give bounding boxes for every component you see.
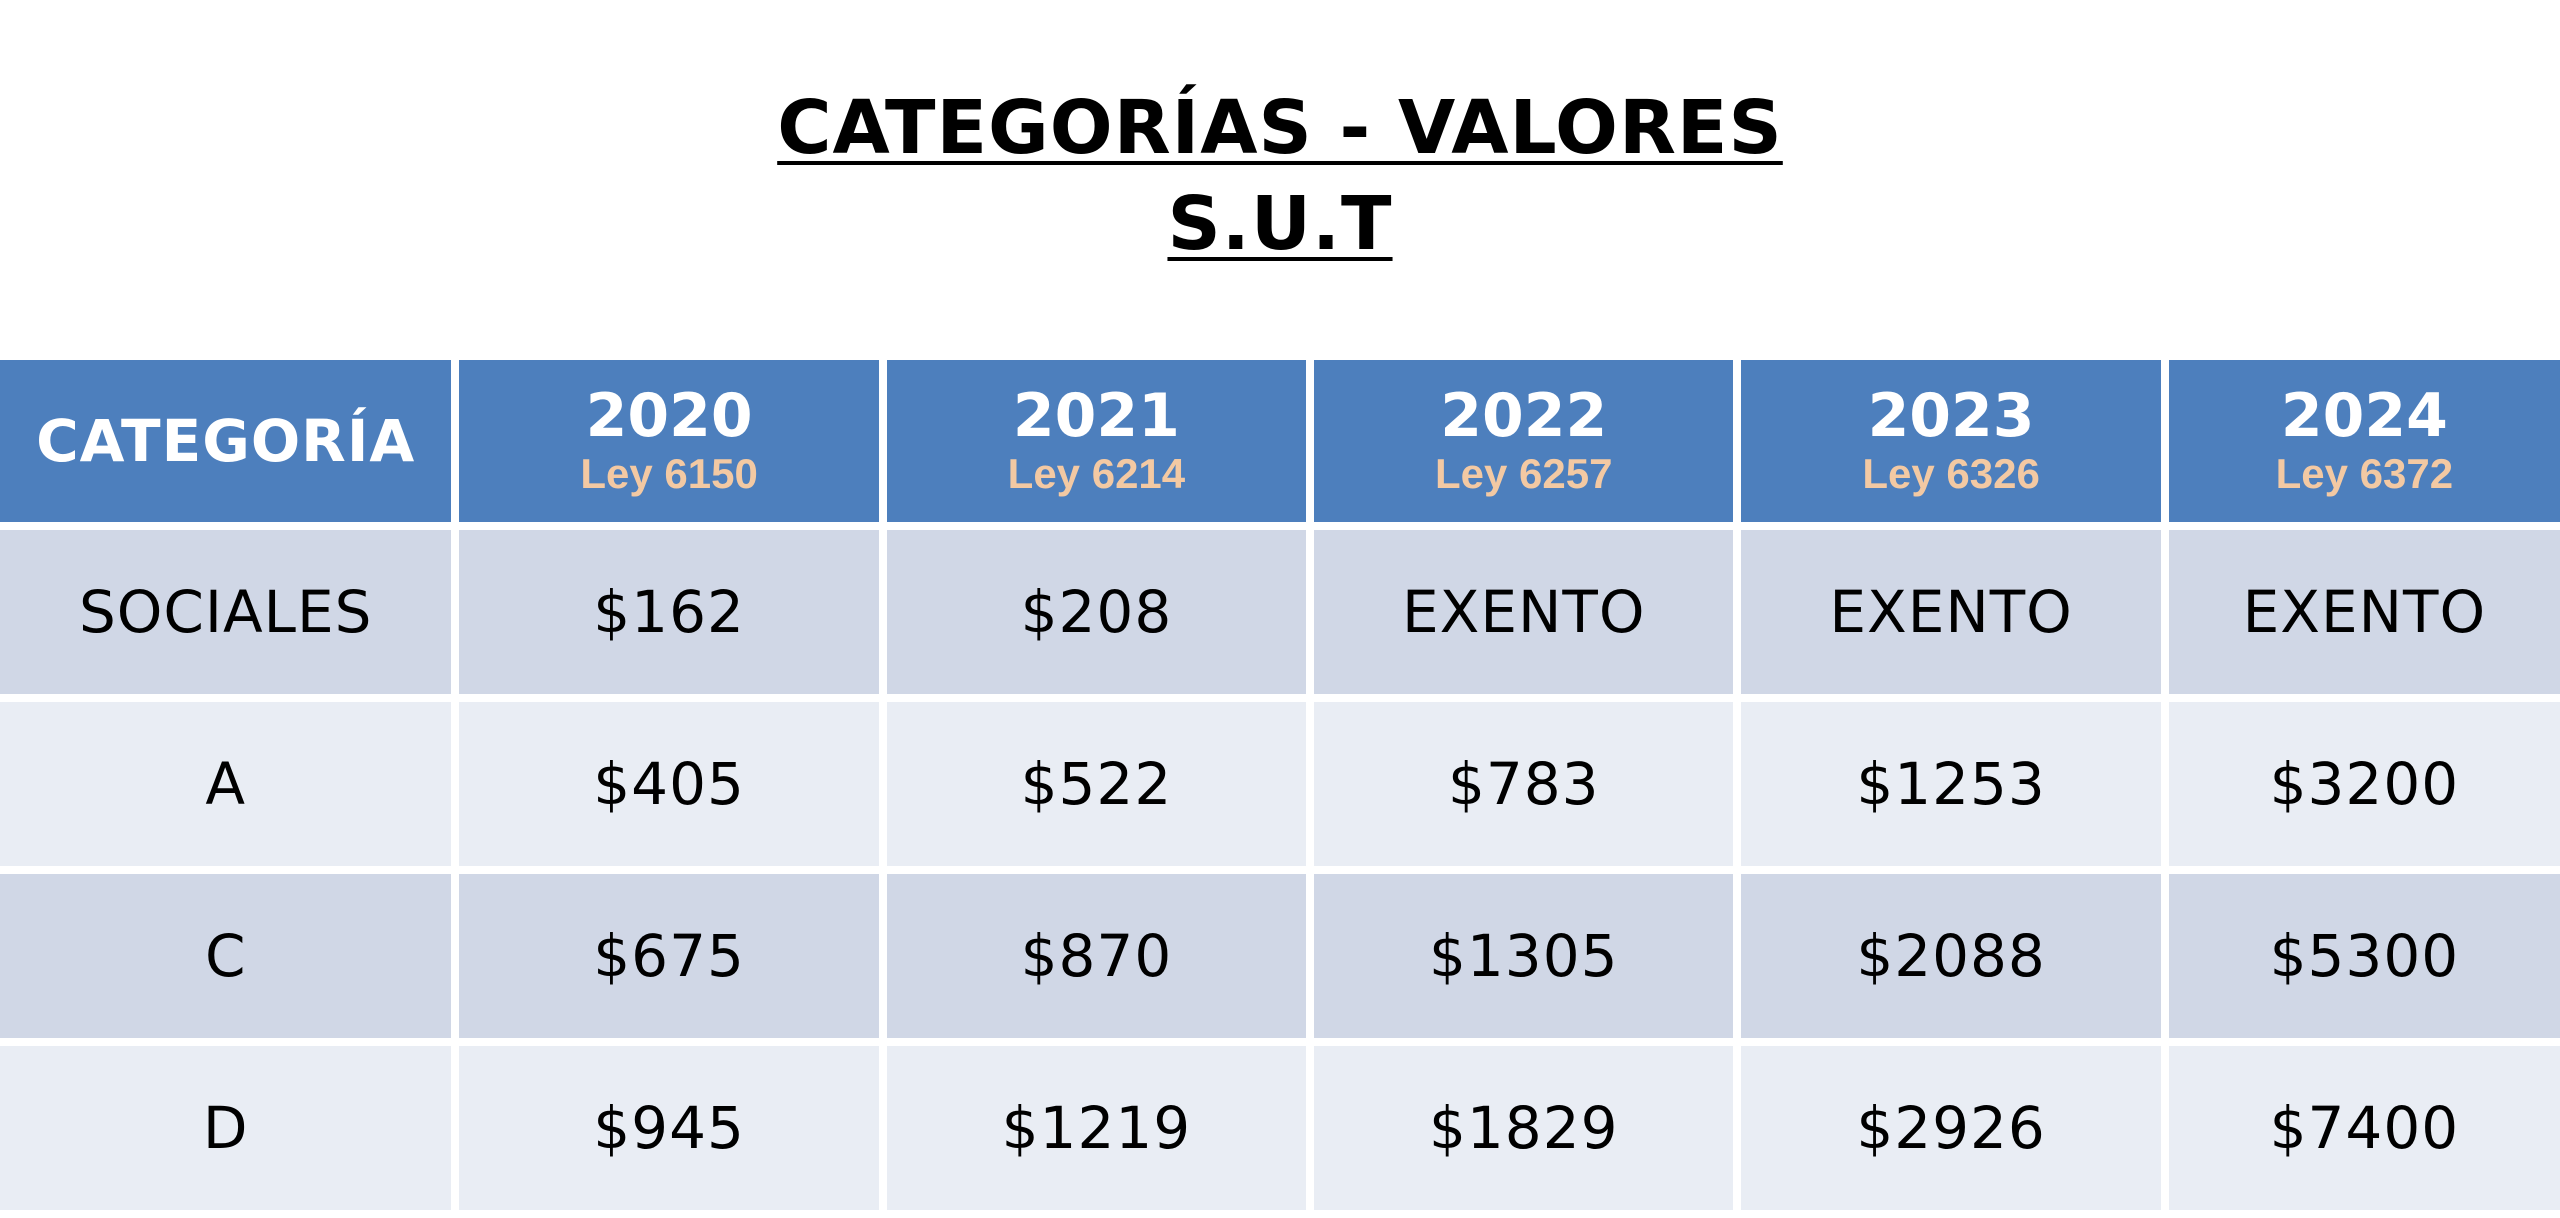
table-cell: $208 <box>886 530 1307 694</box>
table-cell: EXENTO <box>2168 530 2560 694</box>
table-cell: $1253 <box>1741 702 2161 866</box>
table-cell: $5300 <box>2168 874 2560 1038</box>
header-category-label: CATEGORÍA <box>36 407 416 475</box>
header-year: 2024 <box>2280 381 2448 451</box>
header-law: Ley 6214 <box>1007 450 1186 497</box>
header-law: Ley 6326 <box>1862 450 2040 497</box>
table-cell: EXENTO <box>1314 530 1734 694</box>
page-title: CATEGORÍAS - VALORES <box>777 85 1783 171</box>
table-cell: $1829 <box>1314 1046 1734 1210</box>
table-row: A $405 $522 $783 $1253 $3200 <box>0 702 2560 866</box>
table-row: C $675 $870 $1305 $2088 $5300 <box>0 874 2560 1038</box>
row-category: SOCIALES <box>0 530 452 694</box>
table-row: D $945 $1219 $1829 $2926 $7400 <box>0 1046 2560 1210</box>
header-law: Ley 6150 <box>580 450 758 497</box>
table-cell: $522 <box>886 702 1307 866</box>
header-year-2023: 2023 Ley 6326 <box>1741 360 2161 522</box>
table-cell: $945 <box>459 1046 879 1210</box>
table-cell: $7400 <box>2168 1046 2560 1210</box>
header-year-2020: 2020 Ley 6150 <box>459 360 879 522</box>
table-cell: $3200 <box>2168 702 2560 866</box>
header-year: 2022 <box>1440 381 1608 451</box>
table-cell: EXENTO <box>1741 530 2161 694</box>
values-table: CATEGORÍA 2020 Ley 6150 2021 Ley 6214 20… <box>0 352 2560 1218</box>
header-year-2021: 2021 Ley 6214 <box>886 360 1307 522</box>
header-law: Ley 6257 <box>1435 450 1613 497</box>
header-year-2022: 2022 Ley 6257 <box>1314 360 1734 522</box>
header-law: Ley 6372 <box>2275 450 2454 497</box>
header-year: 2023 <box>1867 381 2035 451</box>
table-cell: $2088 <box>1741 874 2161 1038</box>
table-header-row: CATEGORÍA 2020 Ley 6150 2021 Ley 6214 20… <box>0 360 2560 522</box>
header-year: 2020 <box>585 381 753 451</box>
header-year: 2021 <box>1012 381 1180 451</box>
table-cell: $783 <box>1314 702 1734 866</box>
table-cell: $870 <box>886 874 1307 1038</box>
table-cell: $675 <box>459 874 879 1038</box>
table-row: SOCIALES $162 $208 EXENTO EXENTO EXENTO <box>0 530 2560 694</box>
title-block: CATEGORÍAS - VALORES S.U.T <box>0 80 2560 272</box>
page-subtitle: S.U.T <box>1167 181 1393 267</box>
header-category: CATEGORÍA <box>0 360 452 522</box>
table-cell: $162 <box>459 530 879 694</box>
table-cell: $1305 <box>1314 874 1734 1038</box>
table-cell: $405 <box>459 702 879 866</box>
row-category: A <box>0 702 452 866</box>
row-category: C <box>0 874 452 1038</box>
row-category: D <box>0 1046 452 1210</box>
table-cell: $1219 <box>886 1046 1307 1210</box>
table-cell: $2926 <box>1741 1046 2161 1210</box>
header-year-2024: 2024 Ley 6372 <box>2168 360 2560 522</box>
